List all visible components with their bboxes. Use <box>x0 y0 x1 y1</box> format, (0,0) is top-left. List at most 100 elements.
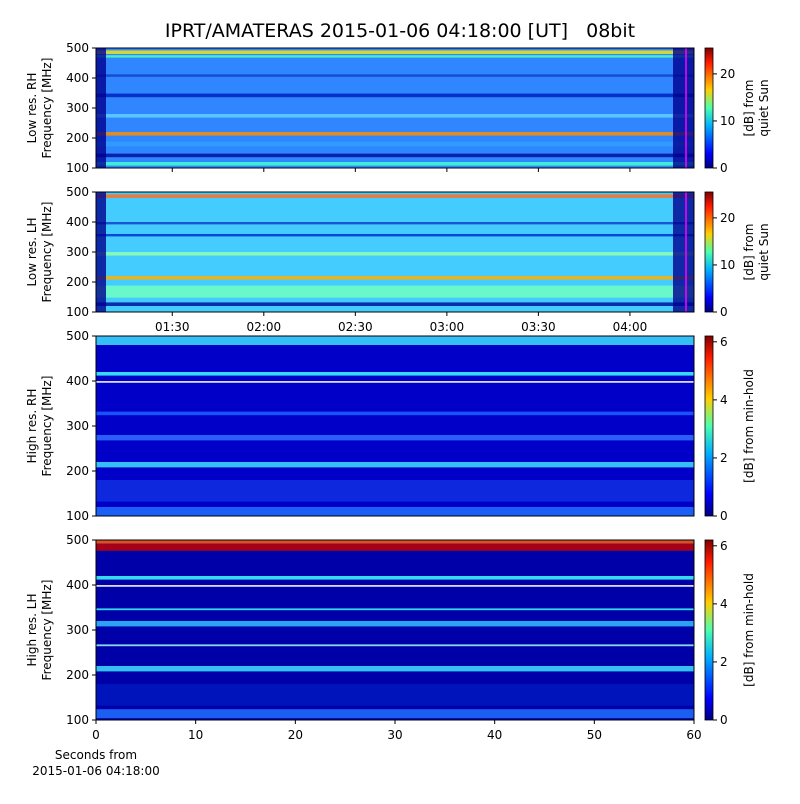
colorbar-label: [dB] from min-hold <box>742 573 756 687</box>
spectrogram-band <box>96 93 694 98</box>
y-axis-label: Frequency [MHz] <box>40 580 54 681</box>
spectrogram-band <box>96 162 694 166</box>
y-tick-label: 400 <box>66 71 89 85</box>
colorbar <box>704 335 714 517</box>
spectrogram-band <box>96 480 694 502</box>
y-tick-label: 300 <box>66 101 89 115</box>
colorbar-tick-label: 0 <box>720 713 728 727</box>
y-tick-label: 300 <box>66 623 89 637</box>
spectrogram-band <box>96 132 694 136</box>
spectrogram-band <box>96 411 694 416</box>
y-tick-label: 100 <box>66 509 89 523</box>
colorbar-tick-label: 2 <box>720 655 728 669</box>
data-gap <box>673 48 694 168</box>
colorbar-label: quiet Sun <box>757 79 771 136</box>
y-tick-label: 500 <box>66 533 89 547</box>
x-tick-label: 20 <box>288 728 303 742</box>
spectrogram-band <box>96 285 694 298</box>
spectrogram-band <box>96 507 694 516</box>
spectrogram-band <box>96 381 694 383</box>
data-gap <box>96 48 106 168</box>
spectrogram-band <box>96 666 694 672</box>
spectrogram-band <box>96 141 694 147</box>
colorbar-tick-label: 10 <box>720 258 735 272</box>
spectrogram-band <box>96 621 694 627</box>
spectrogram-band <box>96 372 694 376</box>
data-gap <box>673 192 694 312</box>
y-tick-label: 200 <box>66 275 89 289</box>
y-tick-label: 500 <box>66 41 89 55</box>
spectrogram-band <box>96 435 694 441</box>
y-axis-label: Frequency [MHz] <box>40 202 54 303</box>
spectrogram-band <box>96 55 694 58</box>
colorbar-tick-label: 20 <box>720 211 735 225</box>
title: IPRT/AMATERAS 2015-01-06 04:18:00 [UT] 0… <box>165 20 635 42</box>
x-tick-label: 10 <box>188 728 203 742</box>
colorbar-tick-label: 0 <box>720 509 728 523</box>
colorbar <box>704 47 714 169</box>
colorbar-label: [dB] from min-hold <box>742 369 756 483</box>
colorbar-tick-label: 4 <box>720 393 728 407</box>
y-tick-label: 100 <box>66 713 89 727</box>
x-tick-label: 01:30 <box>155 320 190 334</box>
x-tick-label: 0 <box>92 728 100 742</box>
x-tick-label: 02:00 <box>247 320 282 334</box>
spectrogram-band <box>96 302 694 306</box>
spectrogram-band <box>96 234 694 237</box>
colorbar-label: [dB] from <box>742 80 756 137</box>
spectrogram-band <box>96 585 694 587</box>
colorbar-label: [dB] from <box>742 224 756 281</box>
x-tick-label: 03:00 <box>430 320 465 334</box>
spectrogram-band <box>96 74 694 77</box>
y-axis-label: Frequency [MHz] <box>40 58 54 159</box>
y-tick-label: 200 <box>66 668 89 682</box>
x-tick-label: 50 <box>587 728 602 742</box>
x-tick-label: 60 <box>686 728 701 742</box>
y-tick-label: 300 <box>66 419 89 433</box>
y-tick-label: 500 <box>66 329 89 343</box>
colorbar-tick-label: 0 <box>720 305 728 319</box>
colorbar-tick-label: 10 <box>720 114 735 128</box>
spectrogram-band <box>96 543 694 551</box>
y-tick-label: 300 <box>66 245 89 259</box>
colorbar-tick-label: 4 <box>720 597 728 611</box>
colorbar-label: quiet Sun <box>757 223 771 280</box>
x-tick-label: 04:00 <box>613 320 648 334</box>
x-axis-label: 2015-01-06 04:18:00 <box>32 764 159 778</box>
spectrogram-band <box>96 252 694 256</box>
y-axis-label: Low res. RH <box>25 73 39 144</box>
colorbar-tick-label: 6 <box>720 335 728 349</box>
y-tick-label: 400 <box>66 578 89 592</box>
spectrogram-band <box>96 644 694 647</box>
spectrogram-band <box>96 576 694 580</box>
spectrogram-band <box>96 114 694 118</box>
x-tick-label: 03:30 <box>521 320 556 334</box>
y-axis-label: Frequency [MHz] <box>40 376 54 477</box>
spectrogram-band <box>96 276 694 280</box>
spectrogram-band <box>96 222 694 225</box>
colorbar <box>704 191 714 313</box>
y-axis-label: High res. LH <box>25 593 39 666</box>
y-tick-label: 400 <box>66 374 89 388</box>
spectrogram-band <box>96 153 694 158</box>
spectrogram-band <box>96 709 694 719</box>
x-tick-label: 30 <box>387 728 402 742</box>
colorbar-tick-label: 6 <box>720 539 728 553</box>
x-tick-label: 02:30 <box>338 320 373 334</box>
colorbar-tick-label: 2 <box>720 451 728 465</box>
spectrogram-band <box>96 462 694 468</box>
spectrogram <box>96 48 694 168</box>
spectrogram-band <box>96 194 694 198</box>
x-axis-label: Seconds from <box>55 748 137 762</box>
x-tick-label: 40 <box>487 728 502 742</box>
spectrogram-band <box>96 50 694 54</box>
y-tick-label: 200 <box>66 131 89 145</box>
y-tick-label: 500 <box>66 185 89 199</box>
y-tick-label: 100 <box>66 161 89 175</box>
y-tick-label: 200 <box>66 464 89 478</box>
spectrogram-band <box>96 608 694 611</box>
y-axis-label: Low res. LH <box>25 217 39 286</box>
spectrogram-band <box>96 684 694 706</box>
y-tick-label: 100 <box>66 305 89 319</box>
